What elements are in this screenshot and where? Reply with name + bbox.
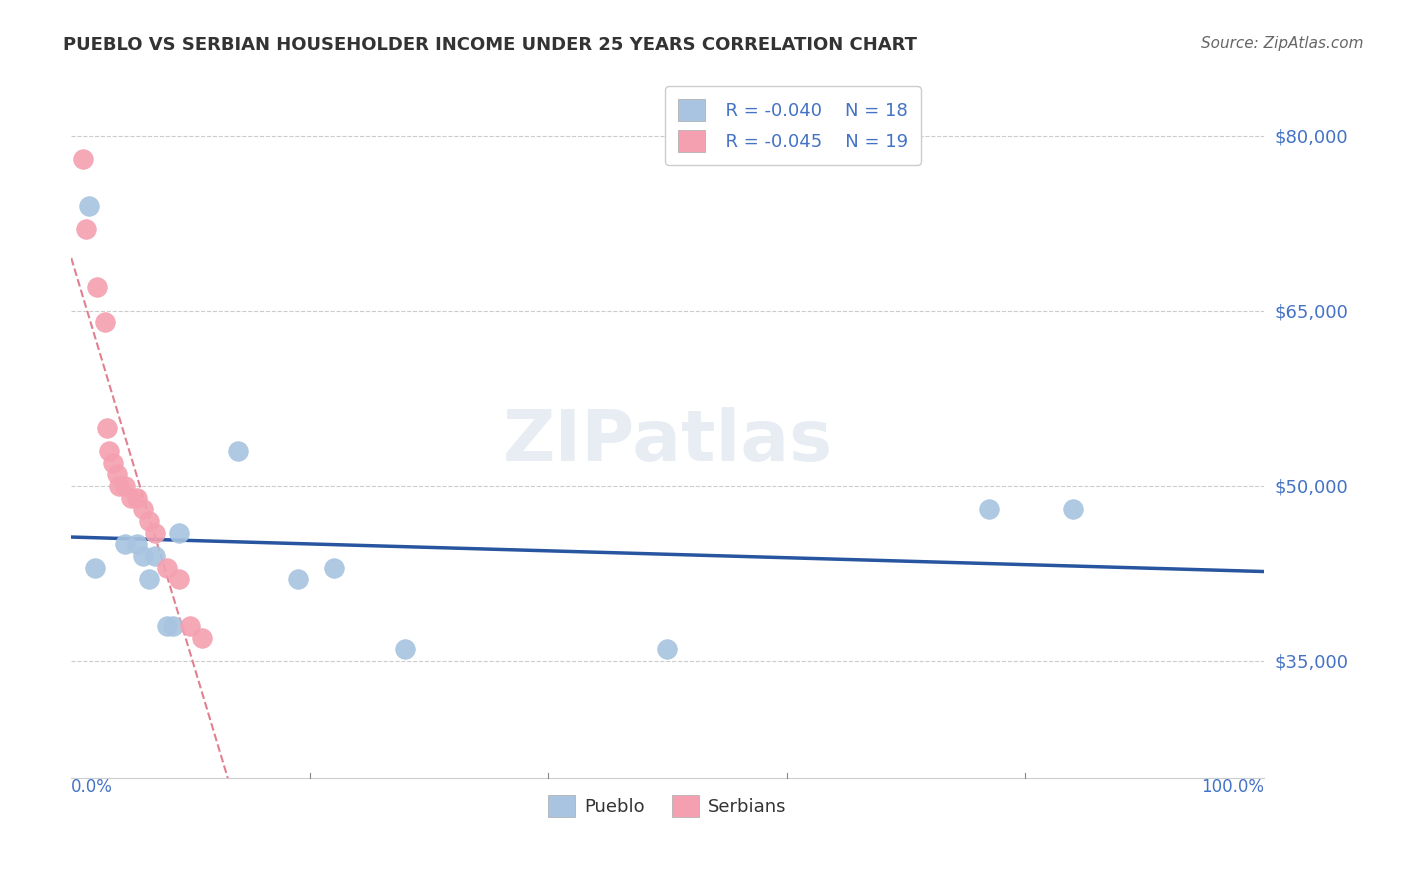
Point xyxy=(105,467,128,482)
Point xyxy=(167,525,190,540)
Point xyxy=(86,280,108,294)
Point xyxy=(96,420,118,434)
Text: ZIPatlas: ZIPatlas xyxy=(502,407,832,476)
Point xyxy=(322,560,344,574)
Point xyxy=(394,642,416,657)
Point xyxy=(162,619,184,633)
Point xyxy=(132,502,155,516)
Text: 0.0%: 0.0% xyxy=(72,778,112,796)
Point xyxy=(108,479,131,493)
Point xyxy=(979,502,1001,516)
Point xyxy=(143,549,166,563)
Point xyxy=(287,572,309,586)
Point xyxy=(77,199,100,213)
Point xyxy=(138,572,160,586)
Point xyxy=(98,443,121,458)
Text: 100.0%: 100.0% xyxy=(1201,778,1264,796)
Point xyxy=(138,514,160,528)
Point xyxy=(132,549,155,563)
Point xyxy=(156,619,179,633)
Legend: Pueblo, Serbians: Pueblo, Serbians xyxy=(541,788,794,824)
Point xyxy=(75,222,97,236)
Point xyxy=(84,560,107,574)
Point xyxy=(72,152,94,166)
Point xyxy=(226,443,249,458)
Text: Source: ZipAtlas.com: Source: ZipAtlas.com xyxy=(1201,36,1364,51)
Text: PUEBLO VS SERBIAN HOUSEHOLDER INCOME UNDER 25 YEARS CORRELATION CHART: PUEBLO VS SERBIAN HOUSEHOLDER INCOME UND… xyxy=(63,36,917,54)
Point xyxy=(114,479,136,493)
Point xyxy=(125,537,148,551)
Point xyxy=(167,572,190,586)
Point xyxy=(143,525,166,540)
Point xyxy=(657,642,679,657)
Point xyxy=(93,316,115,330)
Point xyxy=(1062,502,1084,516)
Point xyxy=(114,537,136,551)
Point xyxy=(156,560,179,574)
Point xyxy=(191,631,214,645)
Point xyxy=(120,491,142,505)
Point xyxy=(125,491,148,505)
Point xyxy=(179,619,201,633)
Point xyxy=(101,456,124,470)
